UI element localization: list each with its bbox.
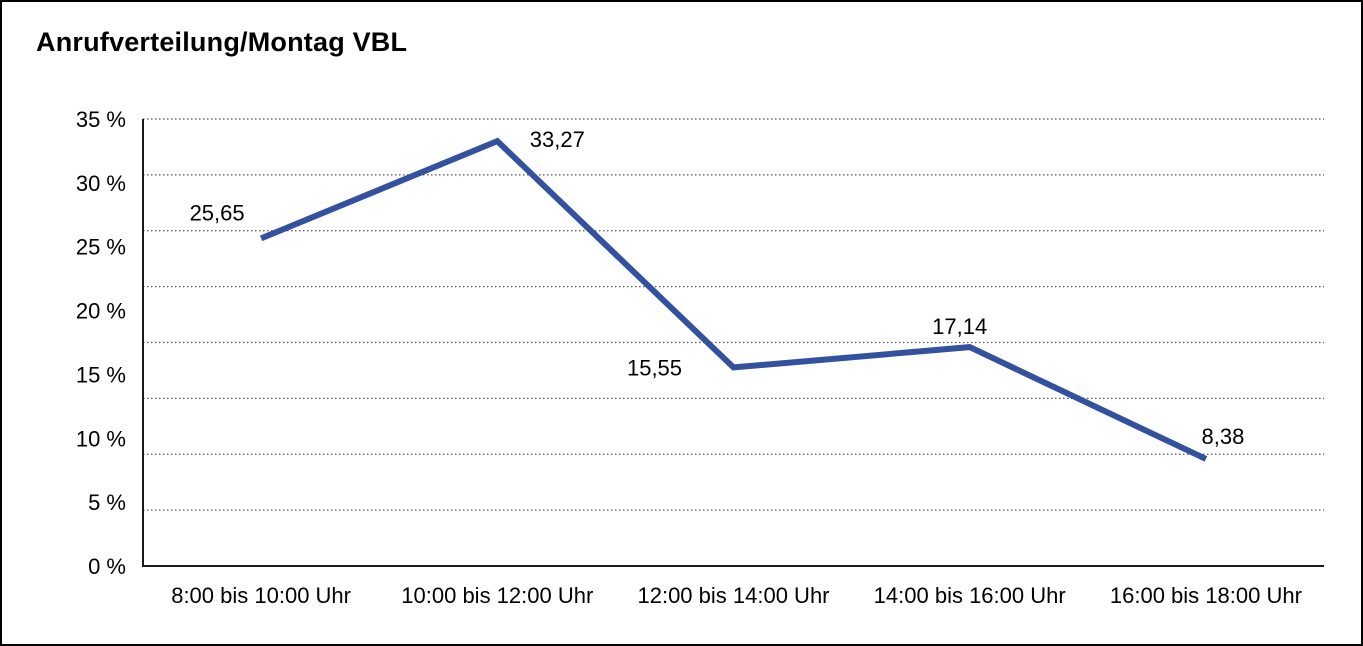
- y-tick-label: 35 %: [76, 107, 126, 132]
- y-tick-label: 25 %: [76, 235, 126, 260]
- y-tick-label: 20 %: [76, 299, 126, 324]
- y-tick-label: 10 %: [76, 426, 126, 451]
- point-label: 25,65: [190, 200, 245, 225]
- y-tick-label: 5 %: [88, 490, 126, 515]
- series-line: [259, 137, 1208, 462]
- x-tick-label: 8:00 bis 10:00 Uhr: [171, 583, 351, 608]
- y-tick-label: 0 %: [88, 554, 126, 579]
- point-label: 8,38: [1201, 424, 1244, 449]
- chart-title: Anrufverteilung/Montag VBL: [36, 27, 408, 57]
- x-tick-label: 10:00 bis 12:00 Uhr: [401, 583, 593, 608]
- x-tick-label: 12:00 bis 14:00 Uhr: [637, 583, 829, 608]
- y-tick-label: 15 %: [76, 362, 126, 387]
- x-tick-label: 16:00 bis 18:00 Uhr: [1110, 583, 1302, 608]
- x-tick-label: 14:00 bis 16:00 Uhr: [874, 583, 1066, 608]
- point-label: 17,14: [932, 314, 987, 339]
- point-label: 15,55: [627, 355, 682, 380]
- y-tick-label: 30 %: [76, 171, 126, 196]
- point-label: 33,27: [530, 127, 585, 152]
